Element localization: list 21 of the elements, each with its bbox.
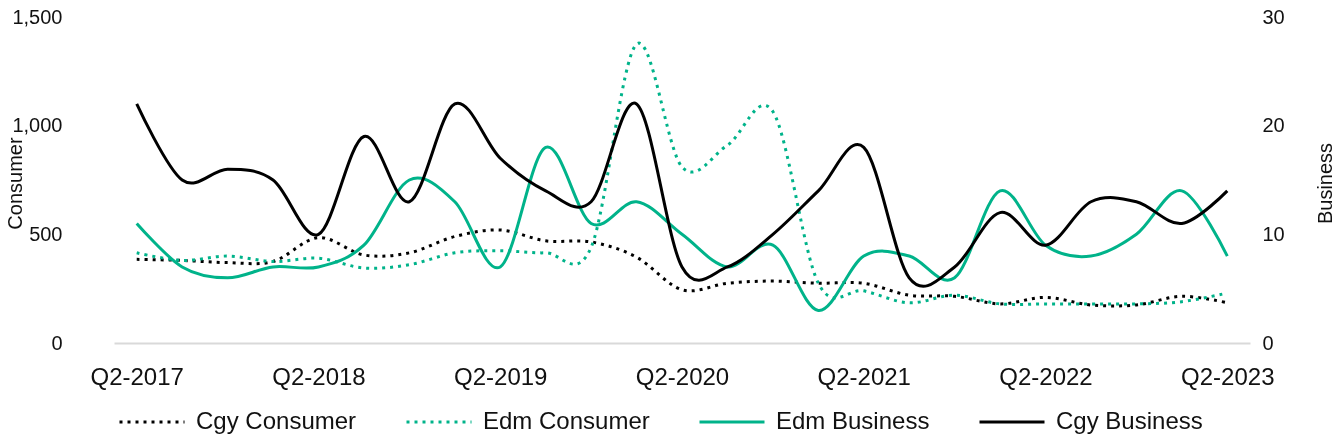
x-tick-label: Q2-2021 bbox=[817, 362, 911, 390]
x-tick-label: Q2-2018 bbox=[272, 362, 366, 390]
legend-label: Cgy Business bbox=[1056, 407, 1203, 434]
y-tick-label: 1,500 bbox=[12, 5, 63, 28]
y-tick-label: 1,000 bbox=[12, 114, 63, 137]
x-tick-label: Q2-2023 bbox=[1181, 362, 1275, 390]
legend-label: Edm Consumer bbox=[483, 407, 650, 434]
x-tick-label: Q2-2017 bbox=[90, 362, 184, 390]
legend-label: Edm Business bbox=[776, 407, 930, 434]
x-tick-label: Q2-2020 bbox=[635, 362, 730, 390]
y2-axis-title: Business bbox=[1313, 142, 1336, 225]
x-tick-label: Q2-2022 bbox=[999, 362, 1093, 390]
legend-label: Cgy Consumer bbox=[196, 407, 357, 434]
y2-tick-label: 30 bbox=[1262, 5, 1285, 28]
y2-tick-label: 20 bbox=[1262, 114, 1285, 137]
y-tick-label: 500 bbox=[29, 222, 63, 245]
y2-tick-label: 0 bbox=[1262, 331, 1274, 354]
y-axis-title: Consumer bbox=[3, 137, 26, 230]
y-tick-label: 0 bbox=[51, 331, 63, 354]
x-tick-label: Q2-2019 bbox=[454, 362, 548, 390]
y2-tick-label: 10 bbox=[1262, 222, 1285, 245]
